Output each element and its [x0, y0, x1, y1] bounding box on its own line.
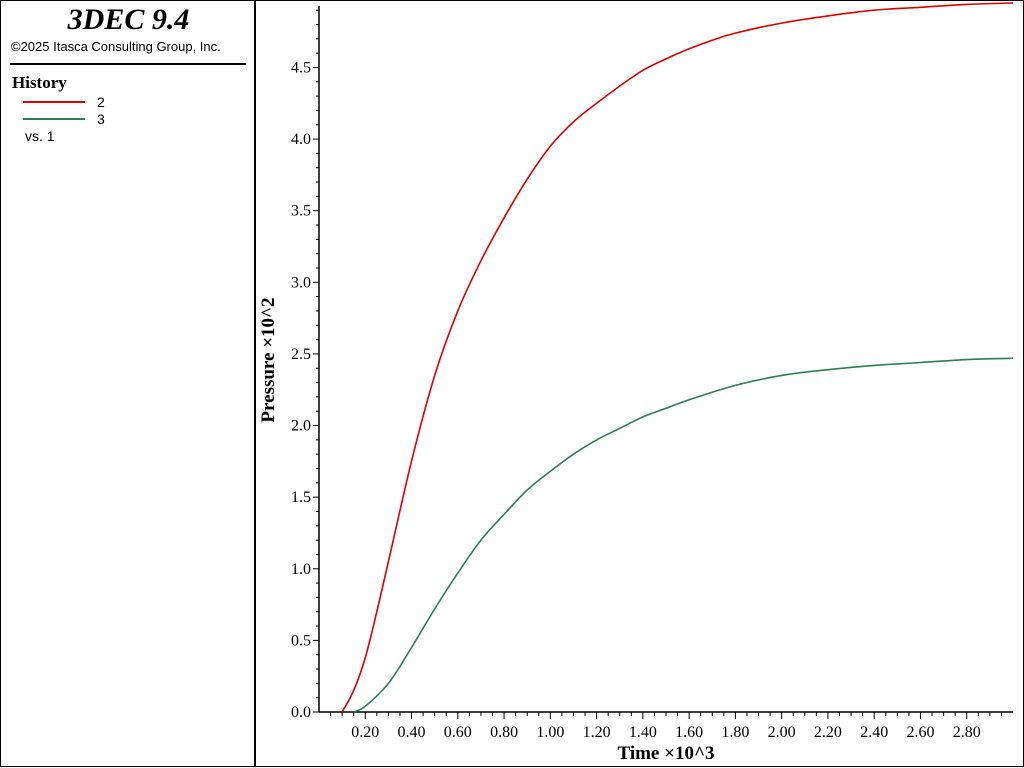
legend-swatch-line-icon	[23, 101, 85, 103]
x-tick-label: 0.20	[351, 724, 379, 741]
y-tick-label: 1.0	[291, 561, 311, 578]
copyright-text: ©2025 Itasca Consulting Group, Inc.	[11, 39, 221, 54]
legend-label: 3	[97, 111, 105, 127]
x-tick-label: 1.00	[536, 724, 564, 741]
y-tick-label: 2.5	[291, 346, 311, 363]
x-tick-label: 2.60	[906, 724, 934, 741]
x-tick-label: 2.00	[768, 724, 796, 741]
y-tick-label: 0.0	[291, 704, 311, 721]
x-tick-label: 0.80	[490, 724, 518, 741]
legend-panel: 3DEC 9.4 ©2025 Itasca Consulting Group, …	[1, 1, 256, 766]
x-tick-label: 1.60	[675, 724, 703, 741]
legend-vs-label: vs. 1	[25, 128, 55, 144]
series-line-2	[341, 2, 1014, 713]
x-tick-label: 1.20	[583, 724, 611, 741]
y-tick-label: 2.0	[291, 418, 311, 435]
app-title: 3DEC 9.4	[67, 3, 190, 36]
legend-entry: 3	[23, 111, 143, 127]
y-tick-label: 4.5	[291, 59, 311, 76]
x-axis-title: Time ×10^3	[618, 743, 715, 764]
legend-label: 2	[97, 94, 105, 110]
legend-swatch-line-icon	[23, 118, 85, 120]
x-tick-label: 0.60	[444, 724, 472, 741]
x-tick-label: 2.20	[814, 724, 842, 741]
x-tick-label: 0.40	[398, 724, 426, 741]
y-tick-label: 3.5	[291, 203, 311, 220]
x-tick-label: 2.80	[953, 724, 981, 741]
y-tick-label: 3.0	[291, 274, 311, 291]
chart-axes: 0.0 0.5 1.0 1.5 2.0 2.5 3.0 3.5 4.0 4.5 0.20 0.40 0.…	[291, 6, 1013, 741]
y-tick-label: 0.5	[291, 632, 311, 649]
title-divider	[10, 63, 246, 65]
x-tick-label: 2.40	[860, 724, 888, 741]
chart-series-layer	[341, 2, 1014, 713]
series-line-3	[353, 357, 1014, 713]
legend-entry: 2	[23, 94, 143, 110]
y-tick-label: 4.0	[291, 131, 311, 148]
y-axis-title: Pressure ×10^2	[258, 297, 279, 422]
legend-heading: History	[12, 73, 67, 92]
x-tick-label: 1.40	[629, 724, 657, 741]
y-tick-label: 1.5	[291, 489, 311, 506]
x-tick-label: 1.80	[721, 724, 749, 741]
